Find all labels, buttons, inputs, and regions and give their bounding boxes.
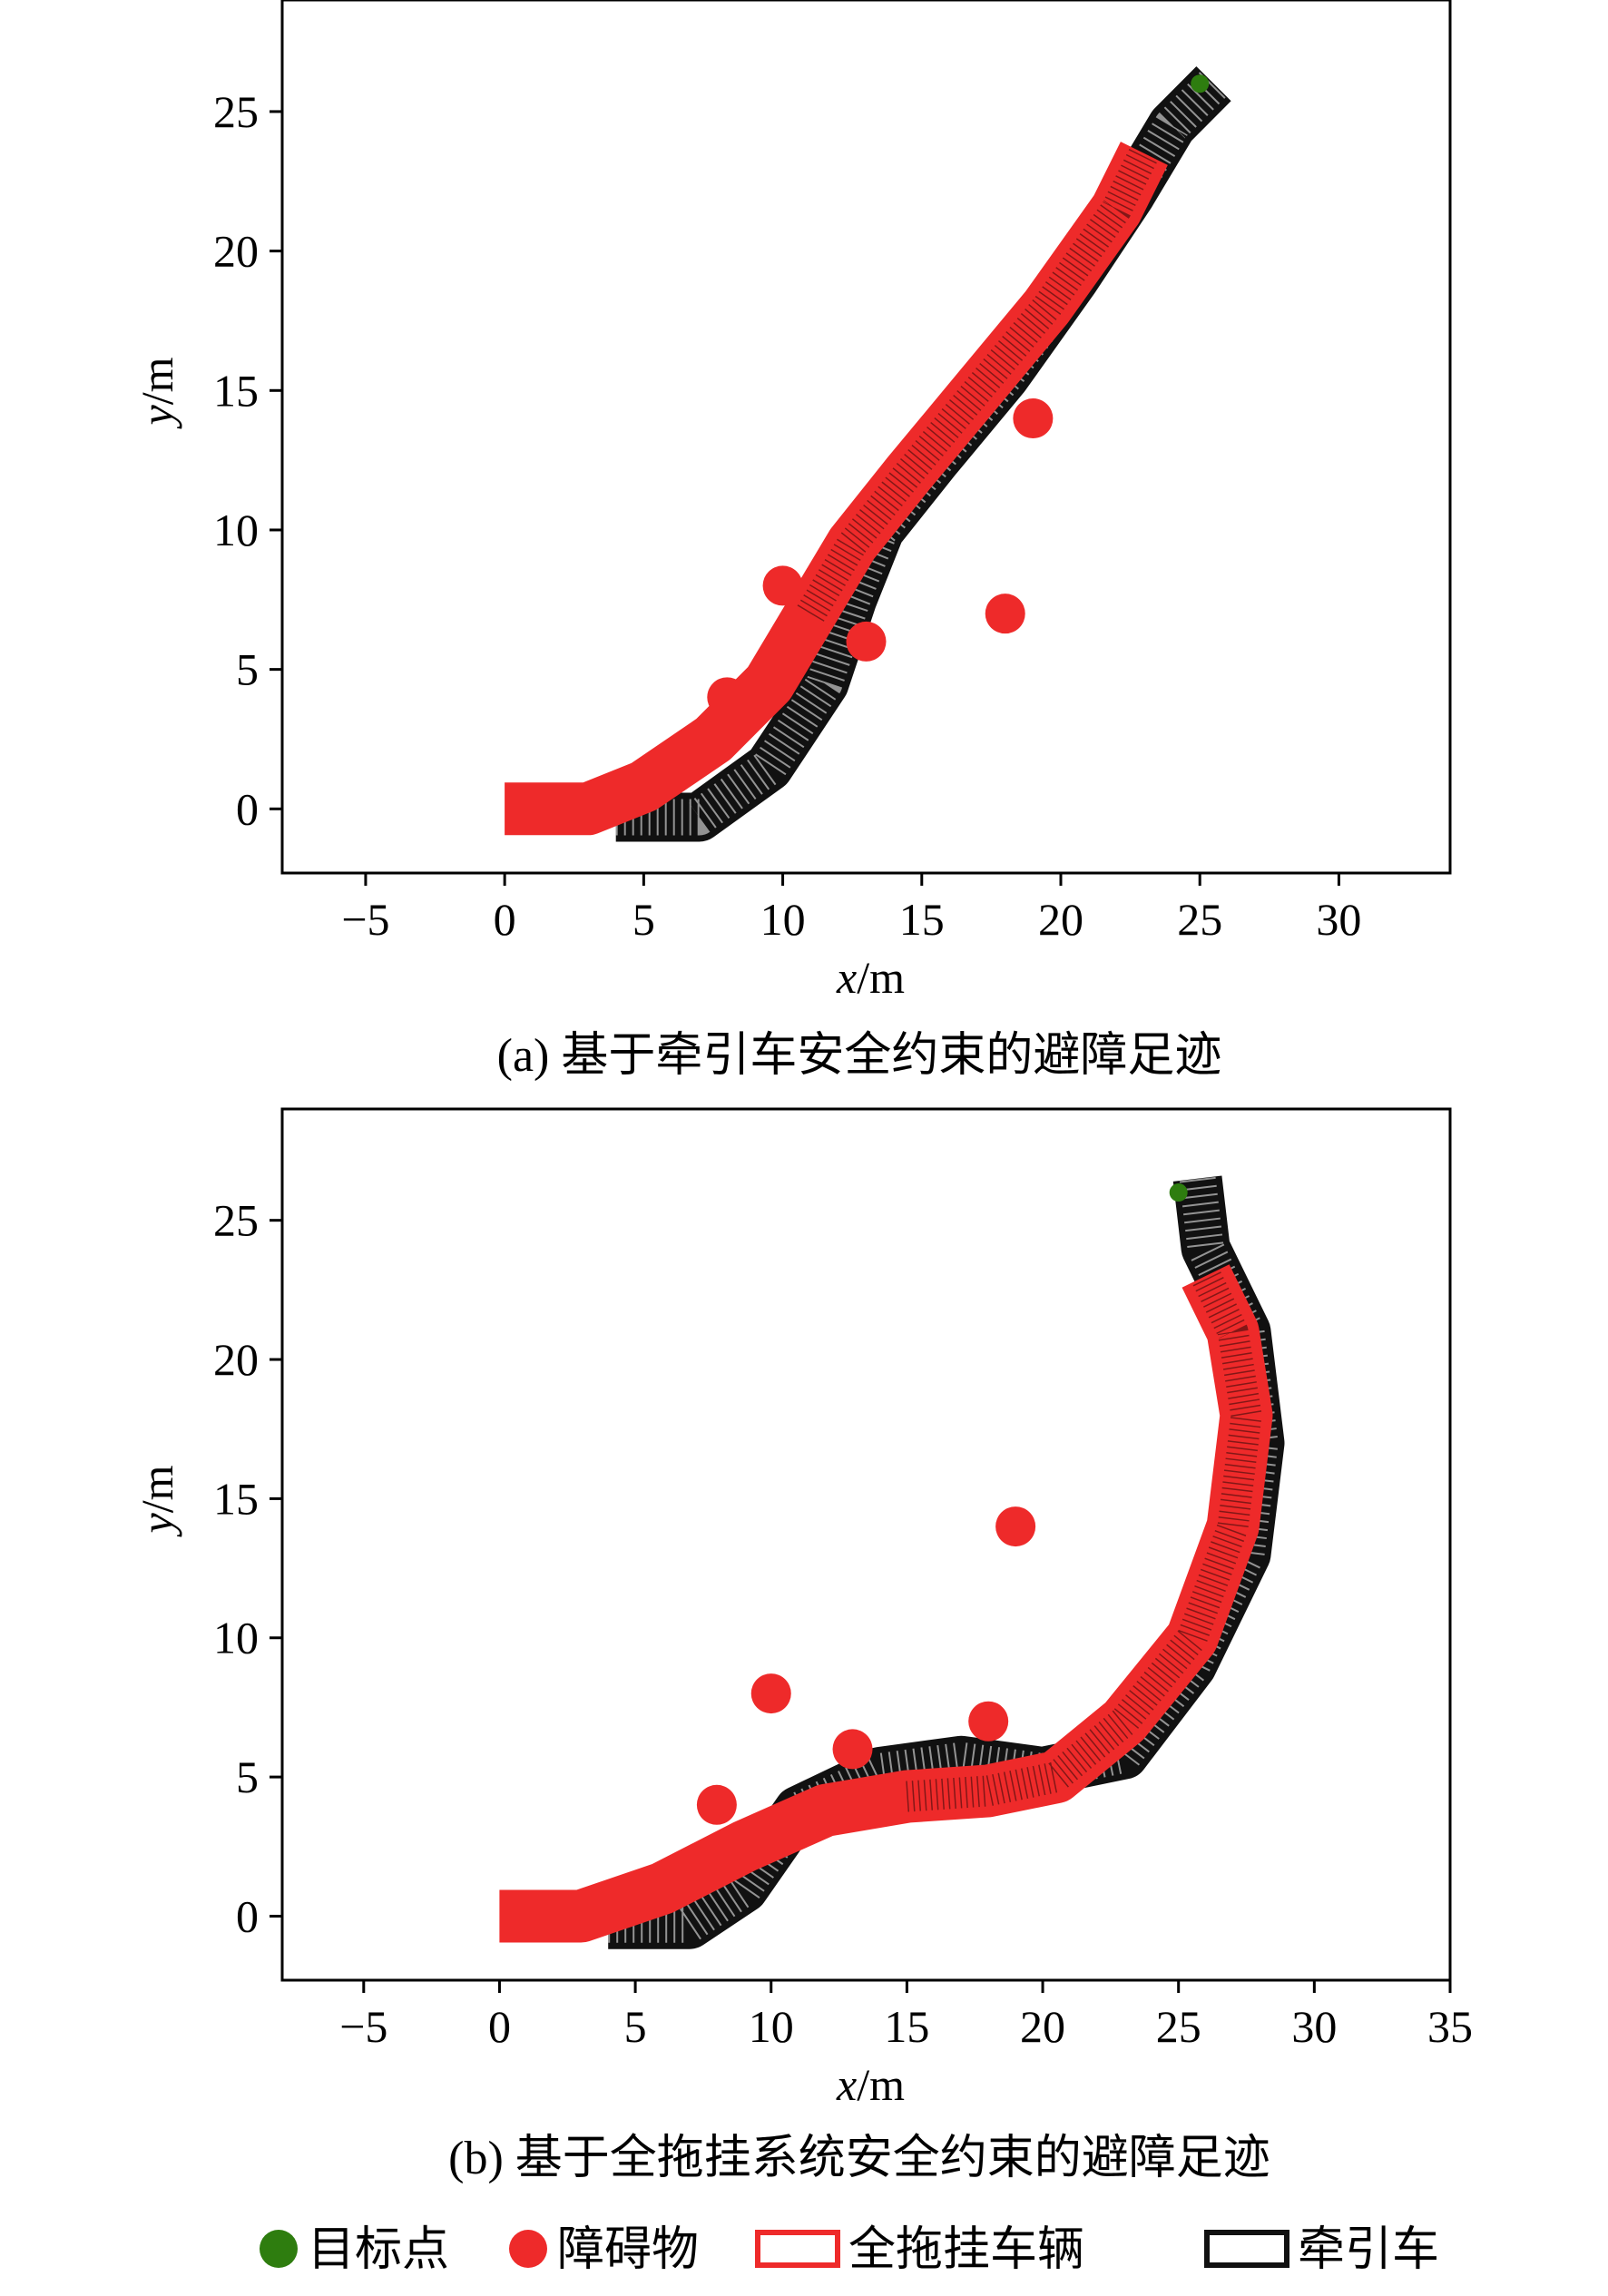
legend-obstacle-marker [509,2230,547,2268]
chart-panel-a: −5 0 5 10 15 20 25 30 0 5 10 15 20 25 x/m y/m [132,0,1452,1003]
y-axis-label: y/m [132,1465,182,1537]
y-tick-label: 0 [236,783,259,834]
x-tick-label: 25 [1156,2001,1201,2052]
x-tick-label: −5 [341,894,389,945]
x-tick-label: 15 [899,894,945,945]
y-tick-label: 0 [236,1890,259,1941]
y-tick-label: 5 [236,644,259,695]
caption-b: (b) 基于全拖挂系统安全约束的避障足迹 [448,2133,1270,2184]
obstacle-point [968,1701,1009,1742]
obstacle-point [995,1506,1036,1547]
legend-label: 障碍物 [557,2224,699,2276]
legend-trailer-marker [755,2230,840,2268]
x-tick-label: 0 [494,894,516,945]
legend-label: 全拖挂车辆 [848,2224,1084,2276]
legend-tractor-marker [1204,2230,1289,2268]
y-tick-label: 15 [213,1473,259,1524]
x-tick-label: 10 [749,2001,794,2052]
obstacle-point [846,621,887,662]
y-tick-label: 20 [213,226,259,277]
y-tick-label: 25 [213,1195,259,1246]
x-axis-label: x/m [836,952,905,1003]
y-tick-label: 5 [236,1751,259,1802]
obstacle-point [750,1673,791,1714]
y-tick-label: 10 [213,1613,259,1663]
obstacle-point [762,565,803,606]
legend: 目标点 障碍物 全拖挂车辆 牵引车 [260,2224,1439,2276]
x-tick-label: 25 [1177,894,1222,945]
obstacle-point [696,1784,737,1825]
y-tick-label: 25 [213,86,259,137]
y-axis-label: y/m [132,357,182,429]
trailer-footprint [505,142,1168,836]
plot-area [505,66,1231,842]
chart-panel-b: −5 0 5 10 15 20 25 30 35 0 5 10 15 20 25 x/m y/m [132,1107,1473,2110]
x-tick-label: 20 [1020,2001,1065,2052]
goal-point [1169,1183,1188,1202]
trailer-footprint-hatch [797,146,1159,622]
plot-area [499,1175,1285,1949]
legend-item-goal: 目标点 [260,2224,449,2276]
axes-frame [280,0,1452,875]
x-tick-label: 35 [1427,2001,1473,2052]
x-axis-label: x/m [836,2059,905,2110]
legend-item-trailer: 全拖挂车辆 [755,2224,1084,2276]
axes-frame [280,1107,1452,1982]
obstacle-point [985,594,1025,634]
x-tick-label: 5 [632,894,655,945]
legend-item-tractor: 牵引车 [1204,2224,1439,2276]
y-tick-label: 20 [213,1334,259,1385]
y-tick-label: 15 [213,365,259,416]
x-tick-label: 5 [624,2001,647,2052]
x-tick-label: 10 [760,894,806,945]
x-tick-label: 0 [488,2001,511,2052]
x-tick-label: −5 [339,2001,387,2052]
trailer-footprint [499,1264,1273,1943]
x-tick-label: 15 [884,2001,929,2052]
goal-point [1191,74,1210,93]
obstacle-point [832,1729,873,1770]
y-tick-label: 10 [213,505,259,555]
legend-label: 牵引车 [1298,2224,1439,2276]
obstacle-point [1013,398,1054,439]
x-tick-label: 30 [1291,2001,1337,2052]
x-tick-label: 30 [1316,894,1361,945]
legend-item-obstacle: 障碍物 [509,2224,699,2276]
legend-label: 目标点 [308,2224,449,2276]
trailer-footprint-hatch [906,1269,1262,1812]
x-tick-label: 20 [1038,894,1083,945]
obstacle-point [707,677,748,718]
caption-a: (a) 基于牵引车安全约束的避障足迹 [497,1030,1222,1082]
legend-goal-marker [260,2230,298,2268]
